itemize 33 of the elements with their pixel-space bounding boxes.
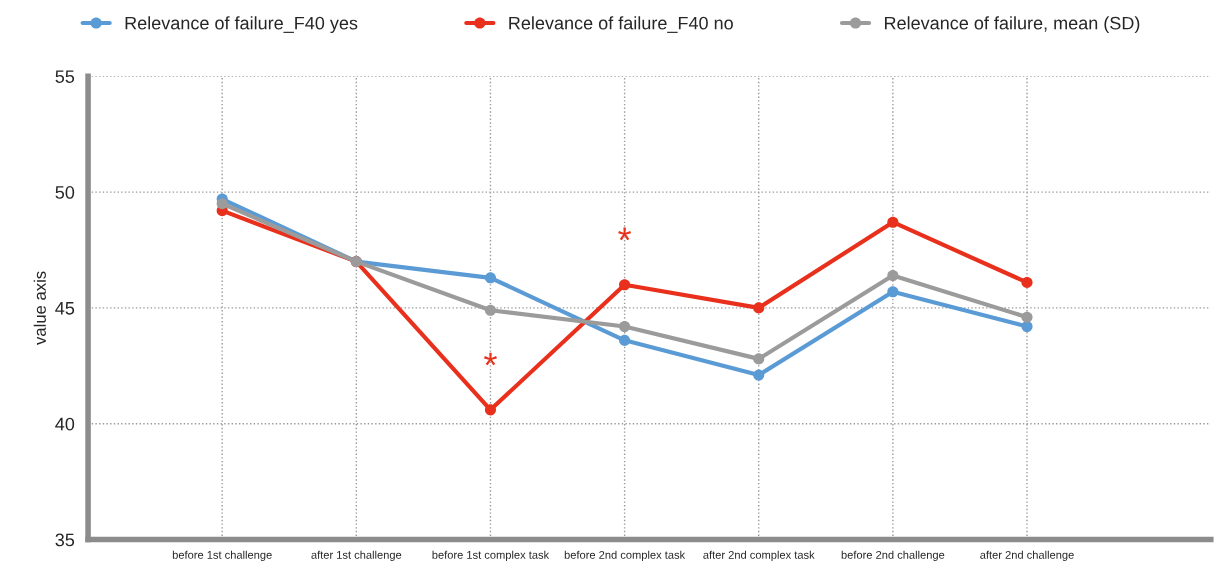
- point: [753, 369, 765, 381]
- annotation: *: [484, 352, 497, 366]
- point: [619, 334, 631, 346]
- y-tick-label: 35: [55, 533, 75, 547]
- x-tick-label: before 1st complex task: [432, 550, 550, 562]
- point: [887, 269, 899, 282]
- point: [484, 404, 497, 416]
- x-tick-label: before 1st challenge: [172, 550, 272, 562]
- point: [619, 320, 631, 333]
- legend-label: Relevance of failure_F40 no: [509, 16, 733, 33]
- legend-label: Relevance of failure_F40 yes: [125, 16, 358, 34]
- point: [1021, 276, 1033, 288]
- annotation: *: [618, 227, 632, 241]
- y-tick-label: 55: [55, 70, 75, 83]
- y-tick-label: 45: [55, 302, 75, 315]
- point: [619, 279, 631, 291]
- point: [887, 216, 899, 228]
- point: [887, 286, 899, 298]
- point: [753, 353, 765, 365]
- x-tick-label: after 1st challenge: [311, 550, 402, 562]
- x-tick-label: before 2nd complex task: [564, 550, 686, 562]
- point: [216, 198, 228, 210]
- x-tick-label: after 2nd complex task: [703, 550, 815, 562]
- point: [1021, 311, 1033, 323]
- x-tick-label: after 2nd challenge: [980, 550, 1074, 562]
- point: [484, 272, 497, 284]
- legend-label: Relevance of failure, mean (SD): [884, 16, 1140, 34]
- y-tick-label: 50: [55, 186, 75, 199]
- x-tick-label: before 2nd challenge: [841, 550, 945, 562]
- point: [484, 304, 497, 316]
- point: [753, 302, 765, 314]
- y-tick-label: 40: [55, 417, 75, 431]
- y-axis-title: value axis: [33, 271, 46, 345]
